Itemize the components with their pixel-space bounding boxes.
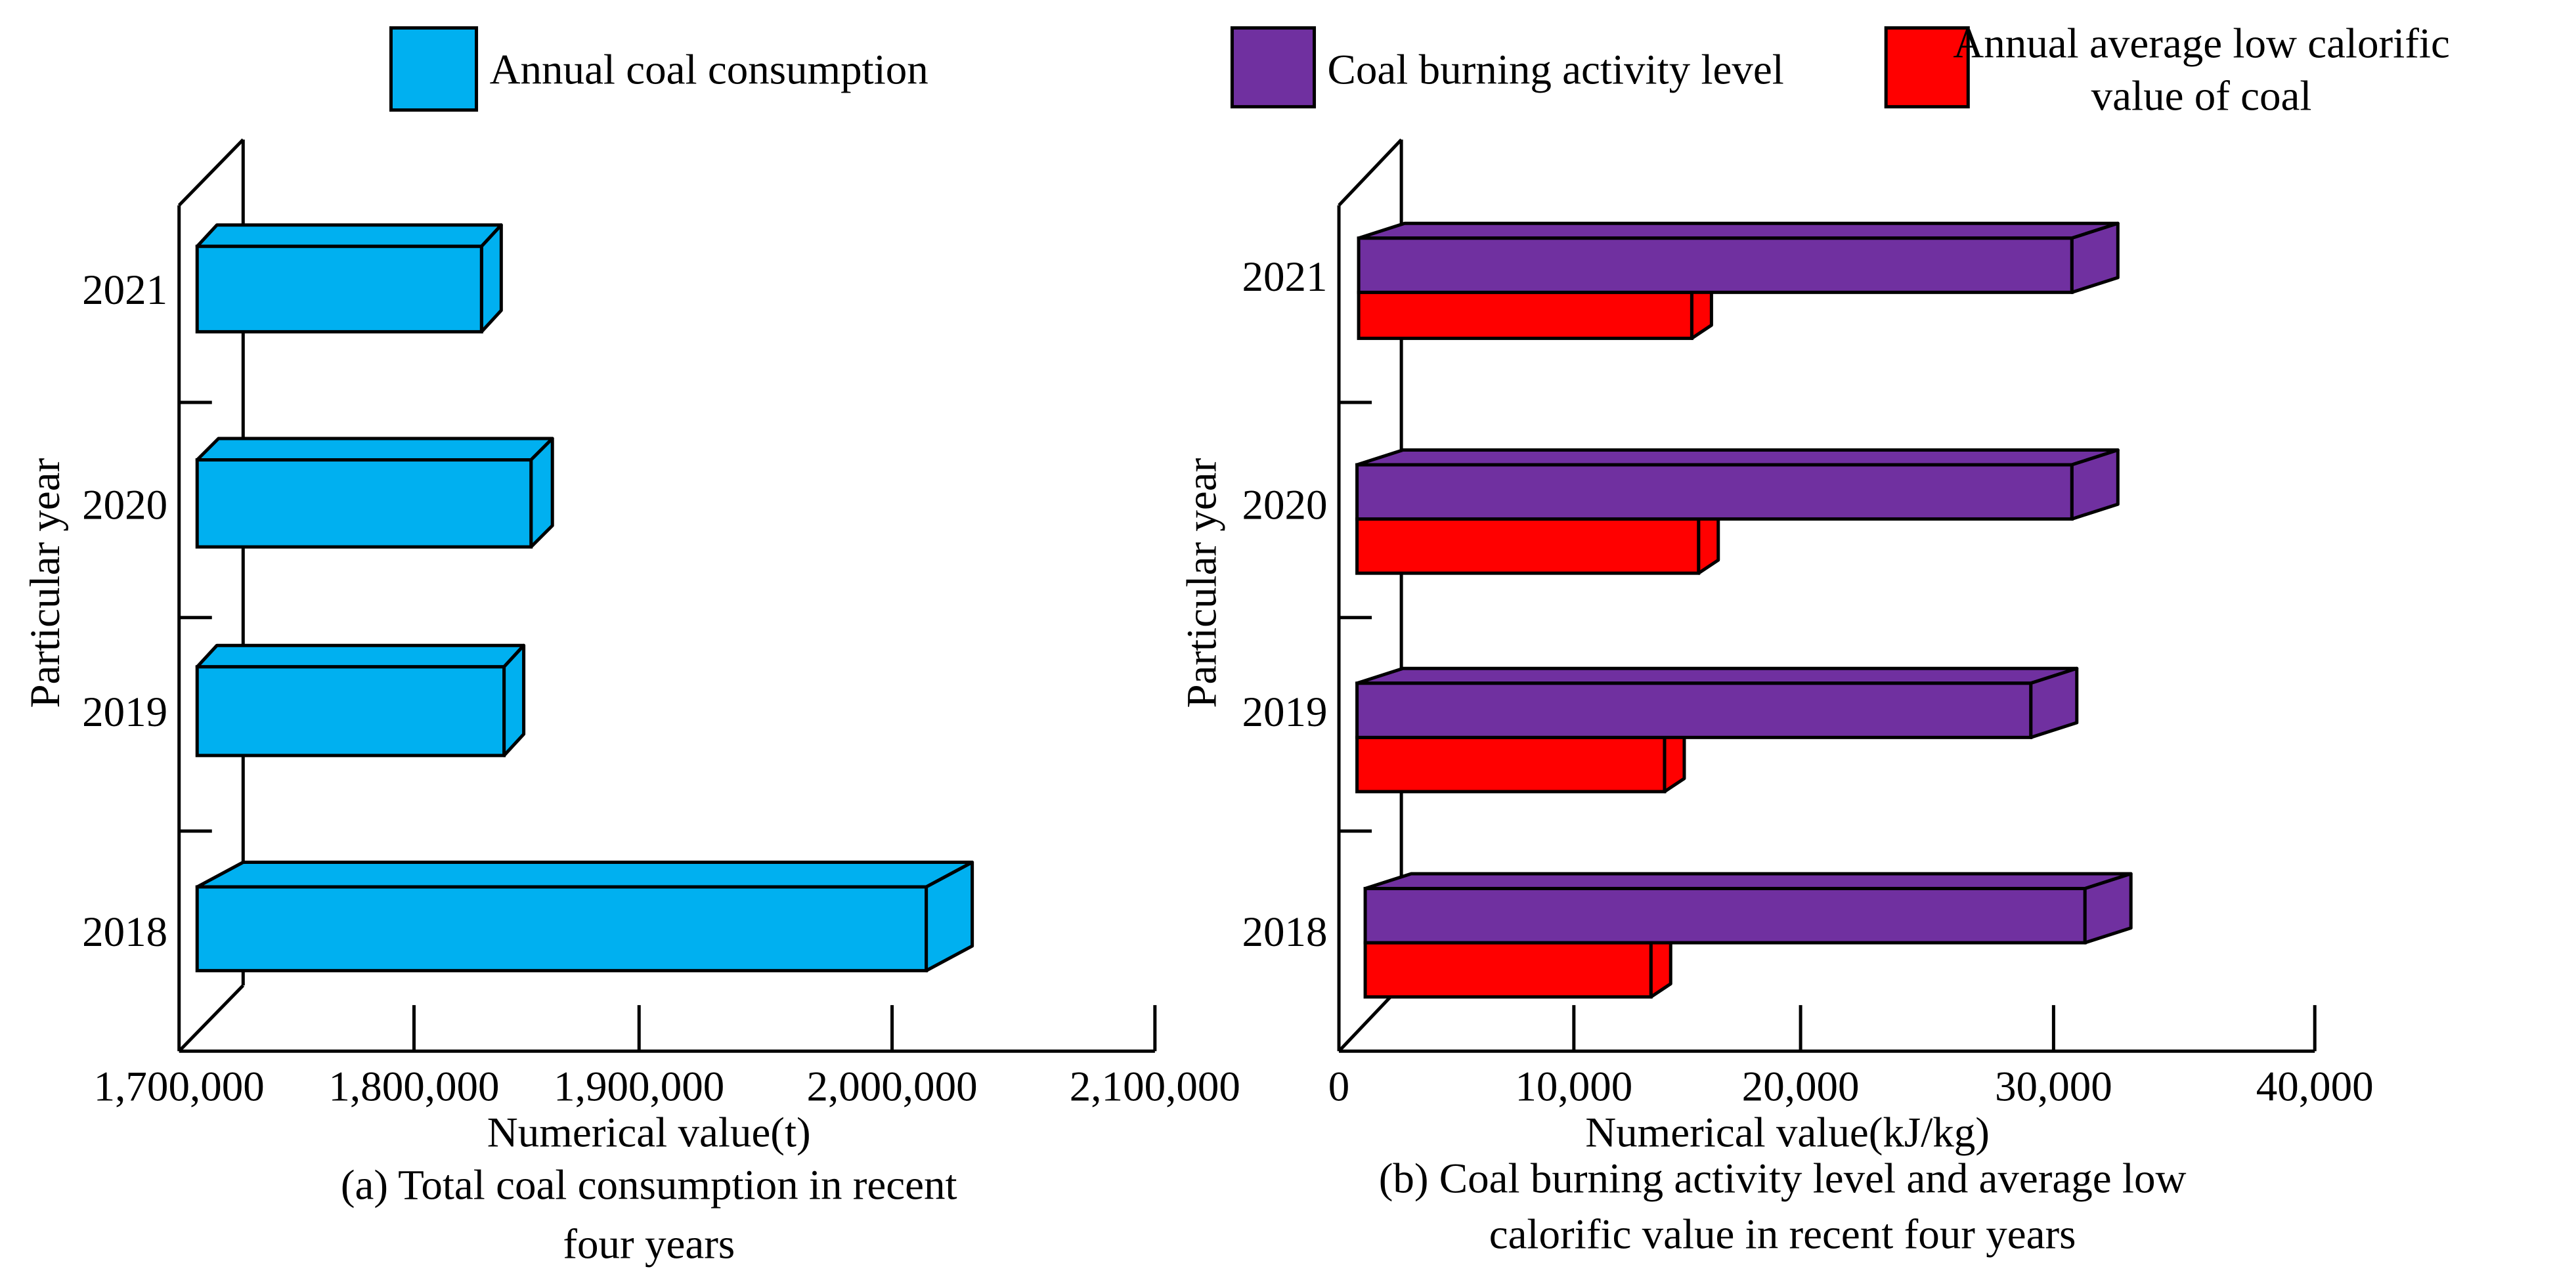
legend-label-calorific-line1: Annual average low calorific xyxy=(1953,20,2450,68)
x-tick-label: 2,000,000 xyxy=(806,1063,977,1110)
legend-swatch-activity-level xyxy=(1230,26,1317,109)
legend-label-coal-consumption: Annual coal consumption xyxy=(490,47,928,94)
axis-depth-top xyxy=(1338,138,1403,207)
y-tick-label-2020: 2020 xyxy=(82,482,167,529)
axis-depth-bottom xyxy=(177,984,245,1052)
x-tick-label: 0 xyxy=(1328,1063,1350,1110)
bar-activity-level-2021 xyxy=(1357,236,2074,294)
x-tick-label: 2,100,000 xyxy=(1070,1063,1240,1110)
y-tick-label-2020: 2020 xyxy=(1242,482,1327,529)
y-axis-title-a: Particular year xyxy=(22,458,69,708)
chart-b: Coal burning activity level Annual avera… xyxy=(1178,20,2449,1258)
bar-calorific-value-2019 xyxy=(1355,735,1667,794)
legend-label-calorific-line2: value of coal xyxy=(2091,73,2312,120)
bar-coal-consumption-2020-side xyxy=(529,437,554,549)
y-tick-label-2021: 2021 xyxy=(82,267,167,314)
bar-coal-consumption-2020-top xyxy=(195,437,554,462)
x-tick-label: 20,000 xyxy=(1742,1063,1860,1110)
bar-coal-consumption-2018-top xyxy=(195,861,974,889)
x-axis-title-a: Numerical value(t) xyxy=(487,1109,811,1156)
bar-activity-level-2019-top xyxy=(1355,666,2079,685)
bar-activity-level-2020-top xyxy=(1355,448,2120,467)
chart-a: Annual coal consumption 1,700,000 1,800,0… xyxy=(22,26,1240,1268)
bar-coal-consumption-2020 xyxy=(195,458,533,549)
bar-coal-consumption-2018 xyxy=(195,885,928,973)
bar-activity-level-2018-top xyxy=(1363,872,2133,891)
x-tick-label: 1,800,000 xyxy=(328,1063,499,1110)
bar-activity-level-2018 xyxy=(1363,887,2087,945)
axis-depth-top xyxy=(177,138,245,207)
y-tick-label-2019: 2019 xyxy=(82,689,167,736)
legend-swatch-calorific-value xyxy=(1884,26,1970,109)
bar-activity-level-2020 xyxy=(1355,463,2074,521)
caption-a-line2: four years xyxy=(563,1220,735,1268)
bar-activity-level-2021-top xyxy=(1357,221,2120,240)
caption-a-line1: (a) Total coal consumption in recent xyxy=(341,1161,957,1209)
bar-coal-consumption-2019-side xyxy=(502,643,526,758)
bar-calorific-value-2021 xyxy=(1357,290,1693,340)
x-tick-label: 1,700,000 xyxy=(94,1063,265,1110)
y-tick-label-2018: 2018 xyxy=(82,909,167,956)
bar-coal-consumption-2019 xyxy=(195,665,506,758)
caption-b-line2: calorific value in recent four years xyxy=(1489,1211,2076,1258)
bar-calorific-value-2018 xyxy=(1363,941,1653,999)
bar-coal-consumption-2021-top xyxy=(195,223,503,248)
bar-coal-consumption-2019-top xyxy=(195,643,526,669)
x-tick-label: 40,000 xyxy=(2256,1063,2374,1110)
y-tick-label-2021: 2021 xyxy=(1242,253,1327,301)
y-axis-title-b: Particular year xyxy=(1178,458,1225,708)
bar-coal-consumption-2021 xyxy=(195,244,483,333)
y-tick-label-2018: 2018 xyxy=(1242,909,1327,956)
x-axis-title-b: Numerical value(kJ/kg) xyxy=(1585,1109,1990,1156)
bars-b xyxy=(1355,221,2133,999)
bar-calorific-value-2020 xyxy=(1355,517,1701,575)
x-tick-label: 1,900,000 xyxy=(554,1063,724,1110)
caption-b-line1: (b) Coal burning activity level and aver… xyxy=(1379,1155,2187,1202)
bars-a xyxy=(195,223,974,973)
legend-swatch-coal-consumption xyxy=(389,26,479,112)
x-tick-label: 30,000 xyxy=(1995,1063,2112,1110)
x-tick-label: 10,000 xyxy=(1515,1063,1632,1110)
y-tick-label-2019: 2019 xyxy=(1242,689,1327,736)
bar-coal-consumption-2021-side xyxy=(479,223,503,333)
legend-label-activity-level: Coal burning activity level xyxy=(1328,47,1784,94)
bar-activity-level-2019 xyxy=(1355,681,2033,739)
axes-a: 1,700,000 1,800,000 1,900,000 2,000,000 2,10… xyxy=(82,138,1240,1110)
